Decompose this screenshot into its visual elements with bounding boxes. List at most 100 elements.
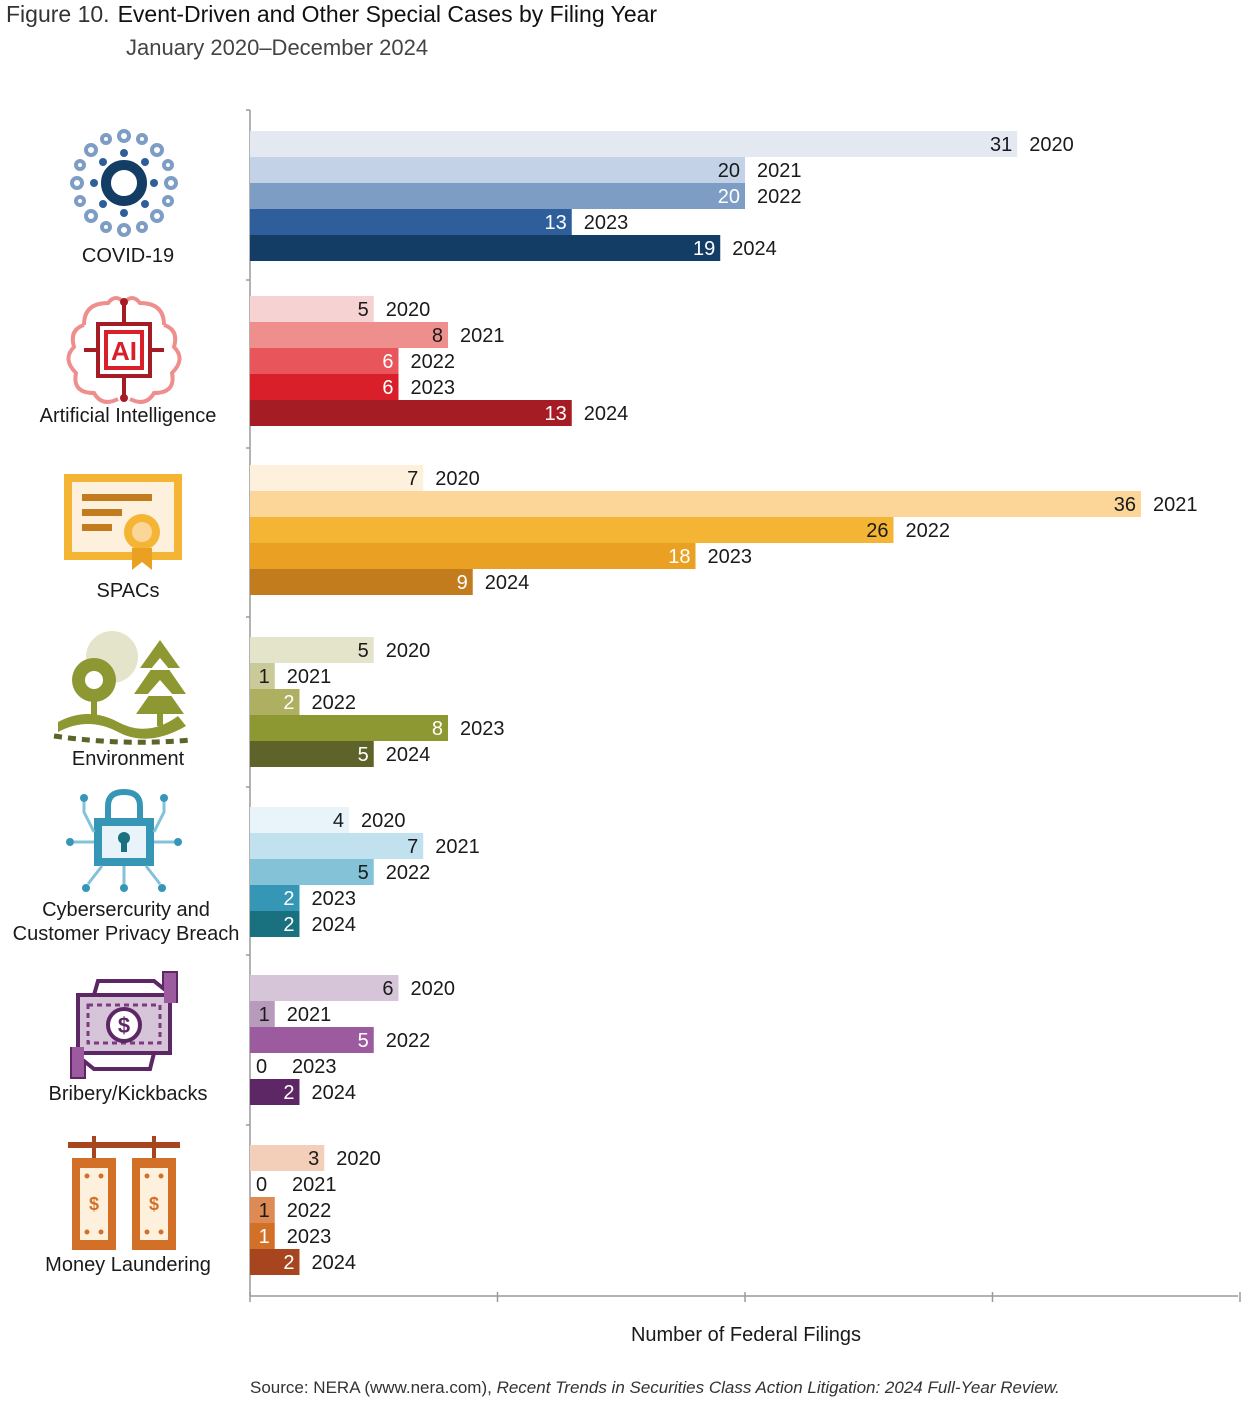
bar-value-label: 5 bbox=[358, 744, 369, 766]
bar-year-label: 2020 bbox=[386, 299, 431, 321]
category-label: Cybersercurity and bbox=[42, 899, 210, 921]
bar-group: 7 2020 36 2021 26 2022 18 2023 9 2024 bbox=[250, 465, 1198, 595]
bar-year-label: 2023 bbox=[584, 212, 629, 234]
bar-year-label: 2022 bbox=[411, 351, 456, 373]
bar-year-label: 2021 bbox=[460, 325, 505, 347]
bar-value-label: 5 bbox=[358, 862, 369, 884]
bar-year-label: 2022 bbox=[386, 862, 431, 884]
bar-year-label: 2022 bbox=[757, 186, 802, 208]
bar bbox=[250, 296, 374, 322]
money-exchange-icon: $ bbox=[70, 971, 178, 1079]
bar-year-label: 2021 bbox=[435, 836, 480, 858]
bar bbox=[250, 689, 300, 715]
bar-value-label: 18 bbox=[668, 546, 690, 568]
category-label: Money Laundering bbox=[45, 1254, 211, 1276]
bar-value-label: 36 bbox=[1114, 494, 1136, 516]
bar bbox=[250, 183, 745, 209]
certificate-icon bbox=[64, 474, 182, 570]
bar-value-label: 1 bbox=[259, 666, 270, 688]
bar-year-label: 2020 bbox=[361, 810, 406, 832]
bar bbox=[250, 235, 721, 261]
source-publication: Recent Trends in Securities Class Action… bbox=[496, 1378, 1060, 1397]
environment-icon bbox=[53, 631, 191, 745]
bar-year-label: 2021 bbox=[287, 666, 332, 688]
bar bbox=[250, 569, 473, 595]
bar bbox=[250, 637, 374, 663]
bar-year-label: 2024 bbox=[312, 914, 357, 936]
bar bbox=[250, 465, 424, 491]
bar bbox=[250, 1079, 300, 1105]
bar bbox=[250, 543, 696, 569]
bar bbox=[250, 491, 1141, 517]
bar-value-label: 8 bbox=[432, 718, 443, 740]
chart-axes bbox=[246, 109, 1241, 1302]
svg-text:$: $ bbox=[118, 1013, 130, 1038]
bar-value-label: 19 bbox=[693, 238, 715, 260]
bar-value-label: 0 bbox=[256, 1174, 267, 1196]
hanging-money-icon: $ $ bbox=[68, 1136, 180, 1250]
bar bbox=[250, 833, 424, 859]
bar-year-label: 2021 bbox=[757, 160, 802, 182]
figure-subtitle: January 2020–December 2024 bbox=[126, 35, 429, 60]
figure-title-line: Figure 10. Event-Driven and Other Special… bbox=[6, 0, 657, 28]
bar-year-label: 2024 bbox=[386, 744, 431, 766]
bar bbox=[250, 807, 349, 833]
bar bbox=[250, 911, 300, 937]
bar-value-label: 26 bbox=[866, 520, 888, 542]
bar bbox=[250, 885, 300, 911]
bar-value-label: 20 bbox=[718, 160, 740, 182]
bar bbox=[250, 374, 399, 400]
bar-value-label: 7 bbox=[407, 468, 418, 490]
figure-title: Event-Driven and Other Special Cases by … bbox=[117, 1, 658, 27]
bar-value-label: 2 bbox=[283, 692, 294, 714]
bar-year-label: 2023 bbox=[287, 1226, 332, 1248]
bar-year-label: 2020 bbox=[1029, 134, 1074, 156]
bar-year-label: 2022 bbox=[312, 692, 357, 714]
bar-year-label: 2022 bbox=[386, 1030, 431, 1052]
bar-value-label: 8 bbox=[432, 325, 443, 347]
ai-chip-icon: AI bbox=[66, 296, 182, 404]
bar-year-label: 2023 bbox=[460, 718, 505, 740]
bar bbox=[250, 1249, 300, 1275]
bar-year-label: 2022 bbox=[287, 1200, 332, 1222]
bar bbox=[250, 715, 448, 741]
bar-year-label: 2020 bbox=[336, 1148, 381, 1170]
svg-text:AI: AI bbox=[111, 336, 137, 366]
bar-year-label: 2020 bbox=[435, 468, 480, 490]
bar-value-label: 5 bbox=[358, 640, 369, 662]
bar-year-label: 2024 bbox=[584, 403, 629, 425]
bar-value-label: 1 bbox=[259, 1200, 270, 1222]
virus-icon bbox=[70, 129, 178, 237]
category-label: Customer Privacy Breach bbox=[13, 923, 240, 945]
category-label: COVID-19 bbox=[82, 245, 174, 267]
bar-year-label: 2021 bbox=[1153, 494, 1198, 516]
category-label: Environment bbox=[72, 748, 185, 770]
x-axis-label: Number of Federal Filings bbox=[631, 1324, 861, 1346]
bar bbox=[250, 1001, 275, 1027]
bar-value-label: 2 bbox=[283, 1252, 294, 1274]
bar-value-label: 13 bbox=[545, 212, 567, 234]
bar bbox=[250, 1027, 374, 1053]
bar-year-label: 2024 bbox=[485, 572, 530, 594]
bar-chart: AI bbox=[13, 109, 1241, 1346]
bar-year-label: 2024 bbox=[732, 238, 777, 260]
bar bbox=[250, 1197, 275, 1223]
bar-group: 3 2020 0 2021 1 2022 1 2023 2 2024 bbox=[250, 1145, 381, 1275]
bar bbox=[250, 1223, 275, 1249]
source-prefix: Source: NERA (www.nera.com), bbox=[250, 1378, 497, 1397]
bar-year-label: 2023 bbox=[312, 888, 357, 910]
svg-text:$: $ bbox=[149, 1194, 159, 1214]
category-labels: COVID-19 Artificial Intelligence SPACs Envi… bbox=[13, 245, 240, 1276]
category-label: SPACs bbox=[97, 580, 160, 602]
bar-value-label: 9 bbox=[457, 572, 468, 594]
bar-year-label: 2023 bbox=[411, 377, 456, 399]
bar-value-label: 4 bbox=[333, 810, 344, 832]
bar-value-label: 3 bbox=[308, 1148, 319, 1170]
bar bbox=[250, 348, 399, 374]
bar-year-label: 2020 bbox=[411, 978, 456, 1000]
bar-value-label: 0 bbox=[256, 1056, 267, 1078]
bar bbox=[250, 131, 1018, 157]
